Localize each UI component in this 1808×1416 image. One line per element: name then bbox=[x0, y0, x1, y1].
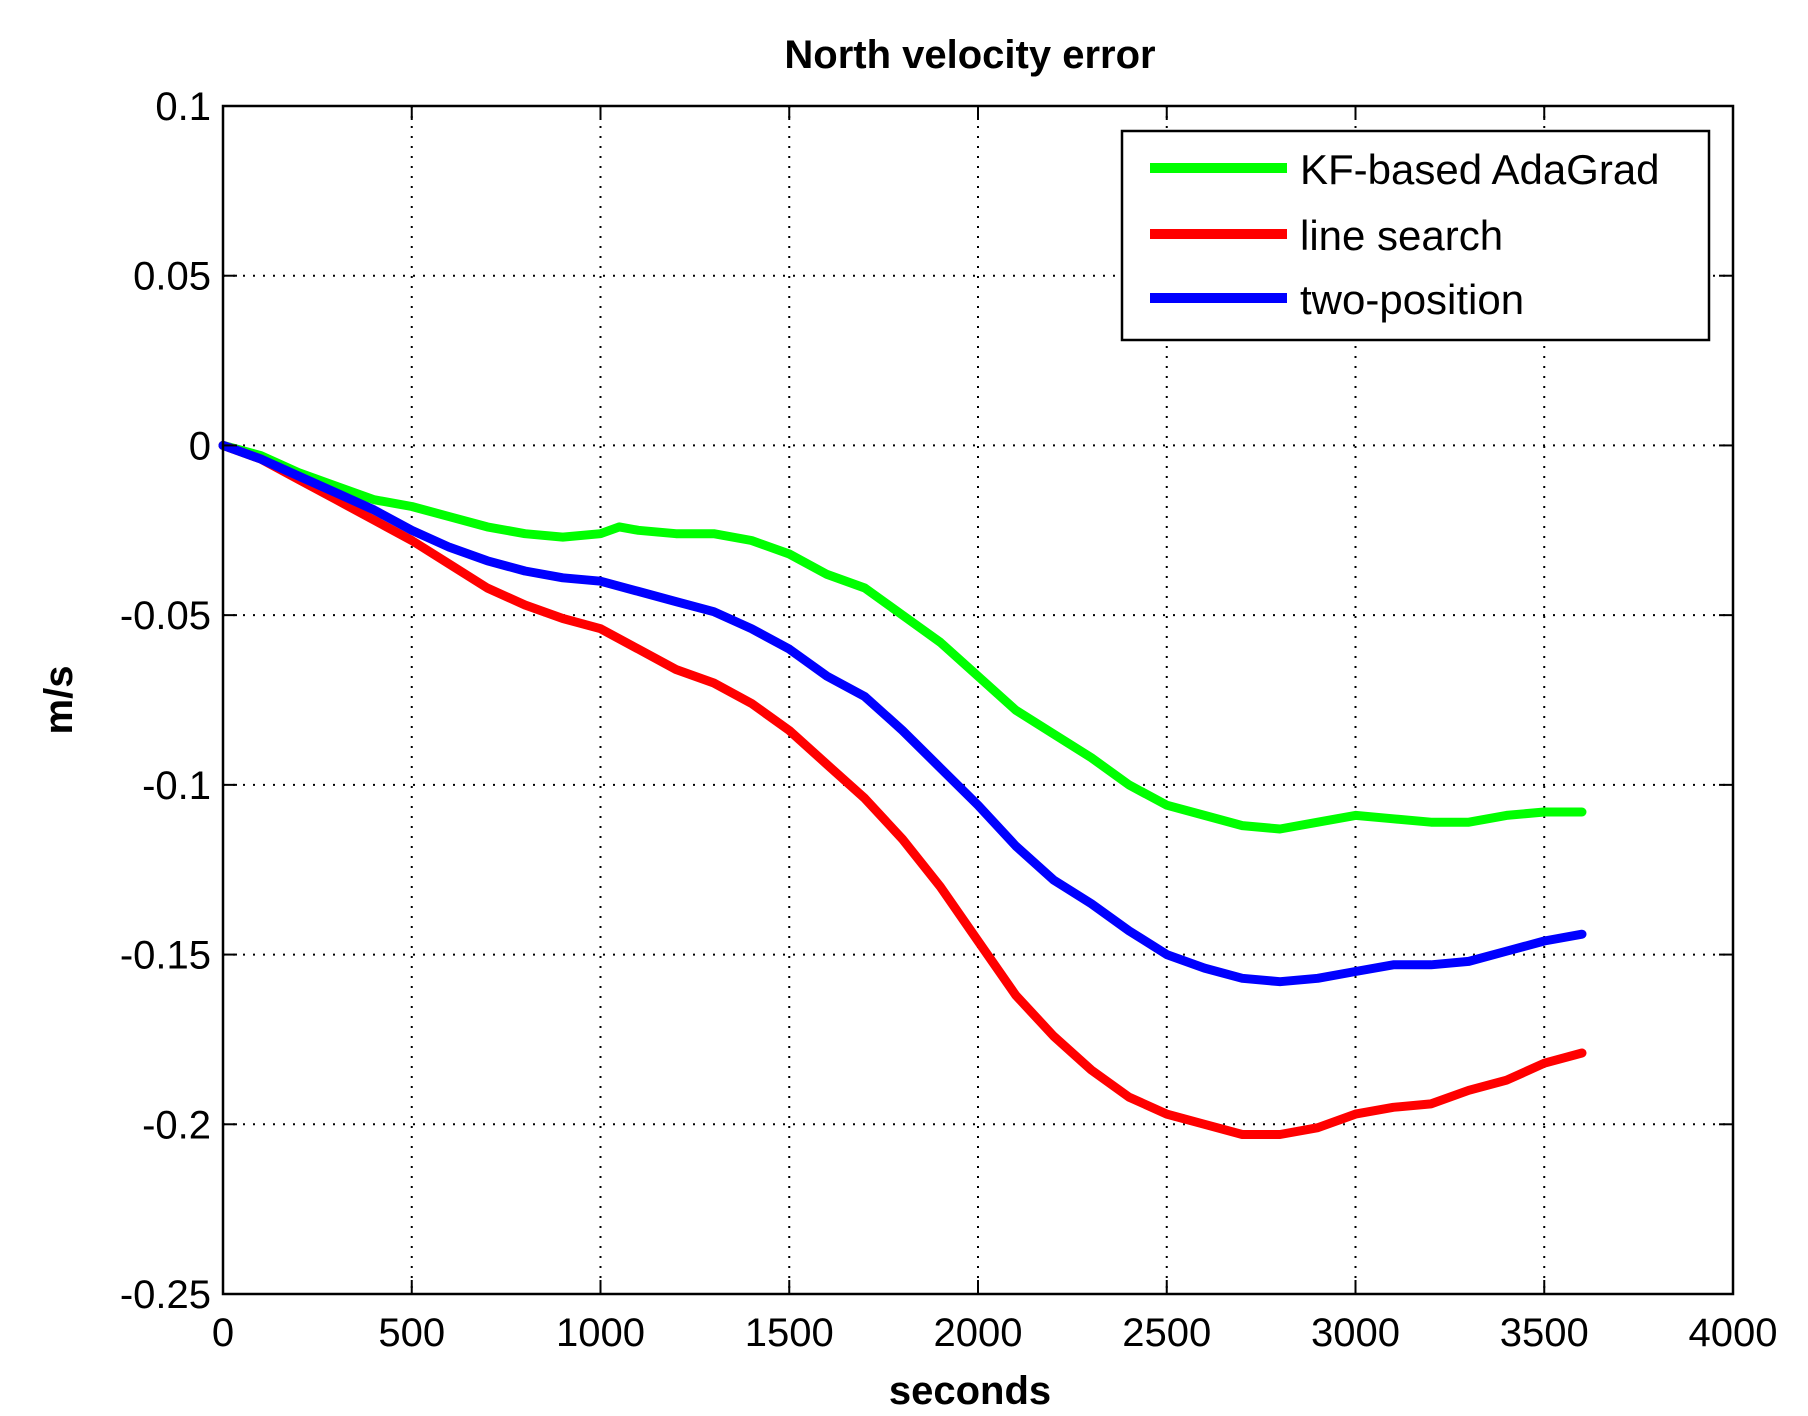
legend-label-two-position: two-position bbox=[1300, 276, 1524, 323]
y-tick-label: -0.15 bbox=[120, 934, 211, 978]
y-tick-label: 0 bbox=[189, 424, 211, 468]
y-tick-label: 0.05 bbox=[133, 255, 211, 299]
x-axis-ticks: 0 500 1000 1500 2000 2500 3000 3500 4000 bbox=[212, 106, 1778, 1355]
x-tick-label: 1500 bbox=[745, 1311, 834, 1355]
y-tick-label: -0.25 bbox=[120, 1273, 211, 1317]
x-tick-label: 2500 bbox=[1122, 1311, 1211, 1355]
series-line-search bbox=[218, 440, 1587, 1139]
legend: KF-based AdaGrad line search two-positio… bbox=[1120, 129, 1711, 342]
series-two-position bbox=[218, 440, 1587, 987]
legend-label-line-search: line search bbox=[1300, 212, 1503, 259]
x-tick-label: 3500 bbox=[1500, 1311, 1589, 1355]
x-tick-label: 2000 bbox=[934, 1311, 1023, 1355]
y-axis-label: m/s bbox=[37, 666, 81, 735]
y-tick-label: -0.2 bbox=[142, 1103, 211, 1147]
series-kf-adagrad bbox=[218, 440, 1587, 834]
x-tick-label: 0 bbox=[212, 1311, 234, 1355]
x-axis-label: seconds bbox=[889, 1369, 1051, 1413]
x-tick-label: 1000 bbox=[556, 1311, 645, 1355]
x-tick-label: 3000 bbox=[1311, 1311, 1400, 1355]
grid bbox=[223, 106, 1733, 1294]
x-tick-label: 4000 bbox=[1689, 1311, 1778, 1355]
y-tick-label: 0.1 bbox=[155, 85, 211, 129]
y-tick-label: -0.1 bbox=[142, 764, 211, 808]
x-tick-label: 500 bbox=[378, 1311, 445, 1355]
legend-label-kf-adagrad: KF-based AdaGrad bbox=[1300, 146, 1660, 193]
y-tick-label: -0.05 bbox=[120, 594, 211, 638]
chart-title: North velocity error bbox=[784, 33, 1155, 77]
y-axis-ticks: 0.1 0.05 0 -0.05 -0.1 -0.15 -0.2 -0.25 bbox=[120, 85, 1733, 1317]
series-lines bbox=[218, 440, 1587, 1139]
